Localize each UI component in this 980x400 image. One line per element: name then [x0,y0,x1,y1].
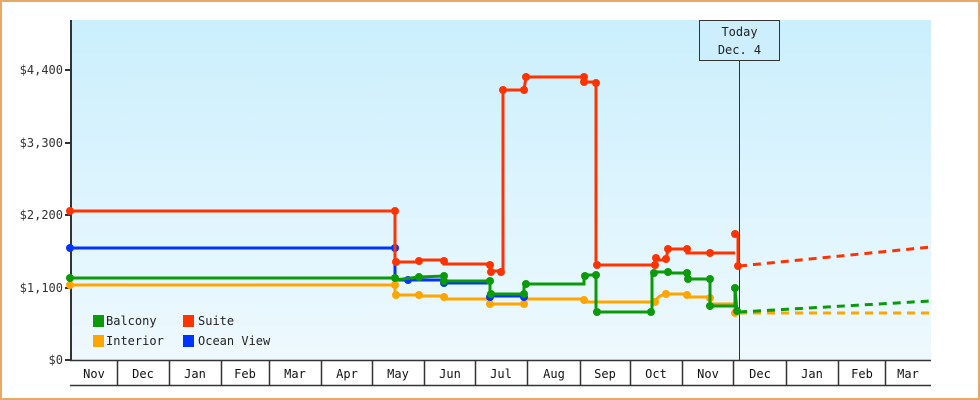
legend-label: Ocean View [198,334,271,348]
legend: Balcony Suite Interior Ocean View [93,314,271,348]
today-date: Dec. 4 [718,43,761,57]
balcony-swatch-icon [93,315,104,327]
legend-item-interior: Interior [93,334,164,348]
series-suite-markers [66,73,742,276]
legend-item-balcony: Balcony [93,314,157,328]
legend-item-ocean-view: Ocean View [183,334,271,348]
suite-swatch-icon [183,315,194,327]
legend-label: Balcony [106,314,157,328]
x-tick-label: Jan [184,367,206,381]
x-tick-label: Feb [851,367,873,381]
x-tick-label: Aug [543,367,565,381]
x-tick-label: Jan [801,367,823,381]
x-axis [70,359,931,387]
x-tick-label: Dec [132,367,154,381]
legend-item-suite: Suite [183,314,234,328]
y-tick-label: $4,400 [20,63,63,77]
series-interior-markers [66,281,739,317]
ocean-view-swatch-icon [183,335,194,347]
interior-swatch-icon [93,335,104,347]
y-tick-label: $1,100 [20,281,63,295]
x-tick-label: Nov [697,367,719,381]
x-tick-label: Oct [645,367,667,381]
x-tick-label: Jun [439,367,461,381]
series-balcony-markers [66,268,741,316]
x-tick-label: May [387,367,409,381]
x-tick-label: Nov [83,367,105,381]
x-tick-label: Apr [336,367,358,381]
today-label: Today [721,25,757,39]
legend-label: Interior [106,334,164,348]
x-tick-label: Mar [284,367,306,381]
x-tick-label: Sep [594,367,616,381]
x-tick-label: Dec [749,367,771,381]
x-tick-label: Jul [490,367,512,381]
y-tick-label: $0 [49,353,63,367]
y-tick-label: $2,200 [20,208,63,222]
today-box [699,20,780,61]
legend-label: Suite [198,314,234,328]
x-tick-label: Feb [234,367,256,381]
x-tick-label: Mar [897,367,919,381]
y-tick-label: $3,300 [20,136,63,150]
